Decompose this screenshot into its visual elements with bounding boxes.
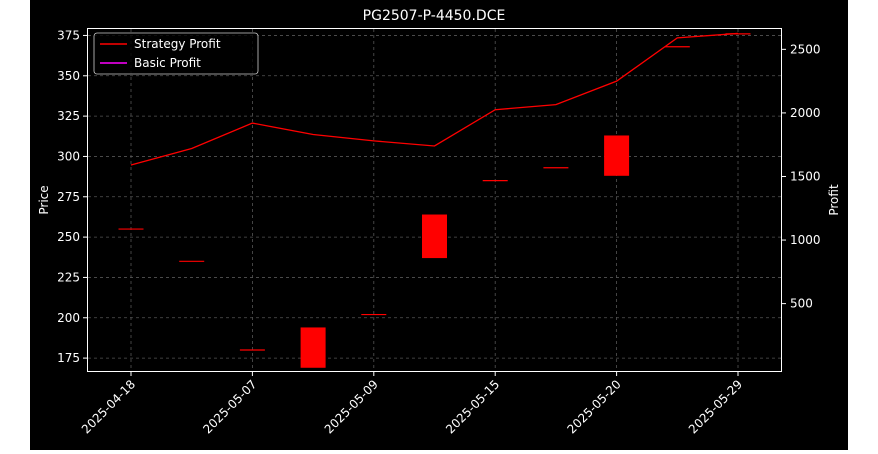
y-tick-label: 250 [57, 230, 80, 244]
y-tick-label: 225 [57, 270, 80, 284]
chart-svg: 2025-04-18 2025-05-07 2025-05-09 2025-05-15… [37, 8, 841, 436]
y-tick-label: 175 [57, 351, 80, 365]
y2-tick-label: 2000 [790, 106, 821, 120]
x-tick-label: 2025-05-29 [686, 377, 745, 436]
x-tick-label: 2025-05-20 [565, 377, 624, 436]
chart-title: PG2507-P-4450.DCE [363, 8, 506, 24]
y-tick-label: 325 [57, 109, 80, 123]
y-tick-label: 300 [57, 149, 80, 163]
y-tick-label: 200 [57, 311, 80, 325]
y-axis-label: Price [37, 185, 51, 214]
x-tick-label: 2025-04-18 [79, 377, 138, 436]
lines-group [130, 32, 739, 166]
y2-tick-label: 2500 [790, 42, 821, 56]
candles-group [118, 33, 751, 368]
y-tick-label: 275 [57, 190, 80, 204]
legend-label: Basic Profit [134, 56, 201, 70]
legend: Strategy Profit Basic Profit [93, 32, 259, 75]
strategy-profit-line [130, 32, 739, 166]
y-tick-label: 350 [57, 69, 80, 83]
y2-tick-label: 500 [790, 297, 813, 311]
x-tick-label: 2025-05-09 [322, 377, 381, 436]
candle-body [422, 214, 447, 259]
y2-axis-label: Profit [827, 184, 841, 216]
x-tick-label: 2025-05-07 [200, 377, 259, 436]
candle-body [300, 327, 326, 368]
y2-tick-label: 1000 [790, 233, 821, 247]
grid-lines [88, 29, 781, 371]
chart-figure: 2025-04-18 2025-05-07 2025-05-09 2025-05-15… [30, 0, 848, 450]
x-tick-label: 2025-05-15 [443, 377, 502, 436]
legend-label: Strategy Profit [134, 37, 221, 51]
legend-box [93, 32, 259, 75]
y2-tick-label: 1500 [790, 169, 821, 183]
candle-body [604, 135, 630, 176]
y-tick-label: 375 [57, 28, 80, 42]
plot-frame [87, 28, 782, 372]
